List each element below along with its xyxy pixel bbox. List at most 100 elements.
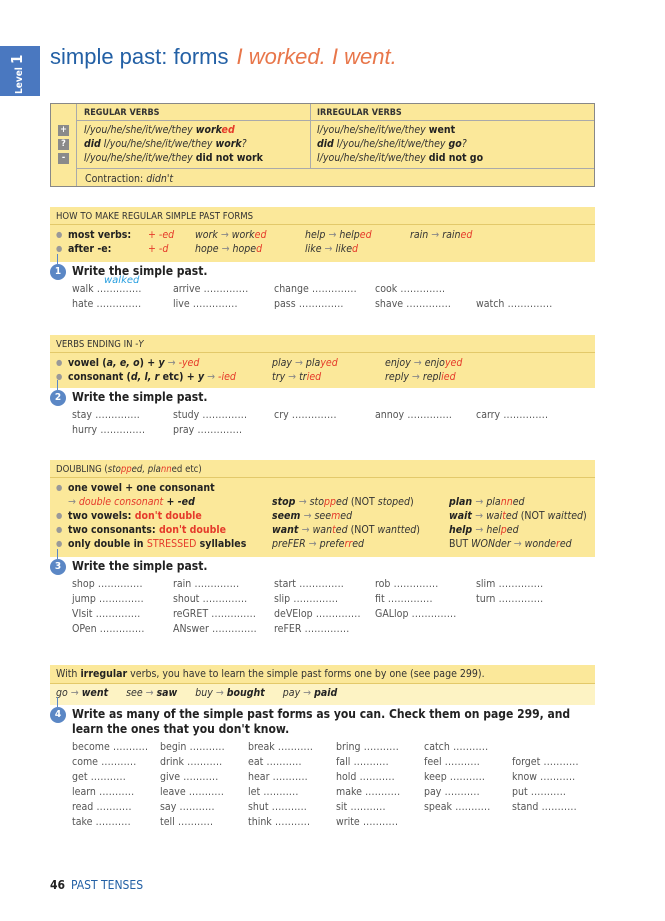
dotted-line: .............. bbox=[93, 283, 142, 295]
arrow-icon: → bbox=[324, 243, 336, 255]
answer-blank[interactable]: rain .............. bbox=[173, 577, 274, 592]
answer-blank[interactable]: rob .............. bbox=[375, 577, 476, 592]
answer-blank[interactable]: arrive .............. bbox=[173, 282, 274, 297]
answer-blank[interactable]: eat ........... bbox=[248, 755, 336, 770]
answer-blank[interactable]: break ........... bbox=[248, 740, 336, 755]
answer-blank[interactable]: carry .............. bbox=[476, 408, 577, 423]
answer-blank[interactable]: begin ........... bbox=[160, 740, 248, 755]
arrow-icon: → bbox=[308, 538, 320, 550]
rule-cell: two consonants: don't double bbox=[68, 523, 226, 537]
text-segment: help bbox=[449, 524, 476, 536]
verb-label: cook bbox=[375, 283, 398, 295]
answer-blank[interactable]: deVElop .............. bbox=[274, 607, 375, 622]
rule-cell: vowel (a, e, o) + y → -yed bbox=[68, 356, 199, 370]
answer-blank[interactable]: think ........... bbox=[248, 815, 336, 830]
text-segment: HOW TO MAKE REGULAR SIMPLE PAST FORMS bbox=[56, 211, 254, 222]
answer-blank[interactable]: keep ........... bbox=[424, 770, 512, 785]
answer-blank[interactable]: hate .............. bbox=[72, 297, 173, 312]
answer-blank[interactable]: shave .............. bbox=[375, 297, 476, 312]
dotted-line: .............. bbox=[199, 409, 248, 421]
answer-blank[interactable]: catch ........... bbox=[424, 740, 512, 755]
dotted-line: ........... bbox=[174, 816, 214, 828]
answer-blank[interactable]: OPen .............. bbox=[72, 622, 173, 637]
answer-blank[interactable]: pay ........... bbox=[424, 785, 512, 800]
answer-blank[interactable]: live .............. bbox=[173, 297, 274, 312]
answer-blank[interactable]: change .............. bbox=[274, 282, 375, 297]
dotted-line: .............. bbox=[301, 623, 350, 635]
answer-blank[interactable]: leave ........... bbox=[160, 785, 248, 800]
dotted-line: ........... bbox=[269, 771, 308, 783]
page-title: simple past: forms I worked. I went. bbox=[50, 44, 397, 70]
answer-blank[interactable]: VIsit .............. bbox=[72, 607, 173, 622]
bullet-icon: ● bbox=[56, 511, 63, 520]
answer-blank[interactable]: cry .............. bbox=[274, 408, 375, 423]
connector-line bbox=[57, 254, 58, 264]
answer-blank[interactable]: slim .............. bbox=[476, 577, 577, 592]
answer-blank[interactable]: shut ........... bbox=[248, 800, 336, 815]
answer-blank[interactable]: speak ........... bbox=[424, 800, 512, 815]
answer-blank[interactable]: ANswer .............. bbox=[173, 622, 274, 637]
answer-blank[interactable]: learn ........... bbox=[72, 785, 160, 800]
answer-blank[interactable]: hurry .............. bbox=[72, 423, 173, 438]
text-segment: saw bbox=[156, 687, 178, 699]
answer-blank[interactable]: let ........... bbox=[248, 785, 336, 800]
answer-blank[interactable]: get ........... bbox=[72, 770, 160, 785]
text-segment: like bbox=[305, 243, 325, 255]
level-label: Level bbox=[14, 67, 25, 94]
dotted-line: ........... bbox=[361, 786, 401, 798]
answer-blank[interactable]: pass .............. bbox=[274, 297, 375, 312]
answer-blank[interactable]: know ........... bbox=[512, 770, 600, 785]
answer-blank[interactable]: walk .............. walked bbox=[72, 275, 173, 297]
answer-blank[interactable]: tell ........... bbox=[160, 815, 248, 830]
answer-blank[interactable]: feel ........... bbox=[424, 755, 512, 770]
verb-label: ANswer bbox=[173, 623, 209, 635]
answer-blank[interactable]: turn .............. bbox=[476, 592, 577, 607]
verb-label: VIsit bbox=[72, 608, 93, 620]
answer-blank[interactable]: come ........... bbox=[72, 755, 160, 770]
verb-label: become bbox=[72, 741, 110, 753]
regular-question: did I/you/he/she/it/we/they work? bbox=[84, 137, 247, 151]
answer-blank[interactable]: pray .............. bbox=[173, 423, 274, 438]
answer-blank[interactable]: hear ........... bbox=[248, 770, 336, 785]
answer-blank[interactable]: reFER .............. bbox=[274, 622, 375, 637]
answer-blank[interactable]: watch .............. bbox=[476, 297, 577, 312]
answer-blank[interactable]: read ........... bbox=[72, 800, 160, 815]
answer-blank[interactable]: slip .............. bbox=[274, 592, 375, 607]
answer-blank[interactable]: stand ........... bbox=[512, 800, 600, 815]
text-segment: verbs, you have to learn the simple past… bbox=[127, 668, 485, 680]
text-segment: after -e: bbox=[68, 243, 112, 255]
answer-blank[interactable]: give ........... bbox=[160, 770, 248, 785]
answer-blank[interactable]: say ........... bbox=[160, 800, 248, 815]
answer-blank[interactable]: jump .............. bbox=[72, 592, 173, 607]
rule-cell: wait → waited (NOT waitted) bbox=[449, 509, 587, 523]
answer-blank[interactable]: write ........... bbox=[336, 815, 424, 830]
answer-blank[interactable]: hold ........... bbox=[336, 770, 424, 785]
answer-blank[interactable]: annoy .............. bbox=[375, 408, 476, 423]
answer-blank[interactable]: take ........... bbox=[72, 815, 160, 830]
dotted-line: .............. bbox=[312, 608, 361, 620]
arrow-icon: → bbox=[475, 496, 487, 508]
answer-blank[interactable]: put ........... bbox=[512, 785, 600, 800]
rule-cell: try → tried bbox=[272, 370, 321, 384]
answer-blank[interactable]: cook .............. bbox=[375, 282, 476, 297]
text-segment: pla bbox=[305, 357, 321, 369]
answer-blank[interactable]: study .............. bbox=[173, 408, 274, 423]
answer-blank[interactable]: drink ........... bbox=[160, 755, 248, 770]
answer-blank[interactable]: fit .............. bbox=[375, 592, 476, 607]
answer-blank[interactable]: fall ........... bbox=[336, 755, 424, 770]
answer-blank[interactable]: bring ........... bbox=[336, 740, 424, 755]
answer-blank[interactable]: stay .............. bbox=[72, 408, 173, 423]
answer-blank[interactable]: make ........... bbox=[336, 785, 424, 800]
answer-blank[interactable]: start .............. bbox=[274, 577, 375, 592]
answer-blank[interactable]: GALlop .............. bbox=[375, 607, 476, 622]
answer-blank[interactable]: reGRET .............. bbox=[173, 607, 274, 622]
answer-blank[interactable]: sit ........... bbox=[336, 800, 424, 815]
rule-row: ● most verbs: + -ed work → worked help → hel… bbox=[50, 228, 595, 242]
dotted-line: .............. bbox=[397, 283, 446, 295]
rule-cell: rain → rained bbox=[410, 228, 472, 242]
answer-blank[interactable]: become ........... bbox=[72, 740, 160, 755]
answer-blank[interactable]: forget ........... bbox=[512, 755, 600, 770]
answer-blank[interactable]: shout .............. bbox=[173, 592, 274, 607]
text-segment: seem bbox=[272, 510, 304, 522]
answer-blank[interactable]: shop .............. bbox=[72, 577, 173, 592]
